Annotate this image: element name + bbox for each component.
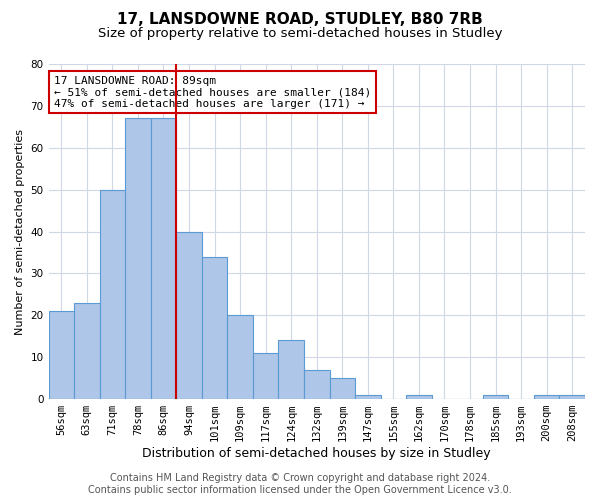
Bar	[253, 353, 278, 399]
Text: Contains HM Land Registry data © Crown copyright and database right 2024.
Contai: Contains HM Land Registry data © Crown c…	[88, 474, 512, 495]
Bar	[151, 118, 176, 399]
Text: 17 LANSDOWNE ROAD: 89sqm
← 51% of semi-detached houses are smaller (184)
47% of : 17 LANSDOWNE ROAD: 89sqm ← 51% of semi-d…	[54, 76, 371, 109]
Bar	[534, 395, 559, 399]
Bar	[483, 395, 508, 399]
Bar	[278, 340, 304, 399]
Text: 17, LANSDOWNE ROAD, STUDLEY, B80 7RB: 17, LANSDOWNE ROAD, STUDLEY, B80 7RB	[117, 12, 483, 28]
Bar	[74, 302, 100, 399]
Bar	[176, 232, 202, 399]
Bar	[49, 311, 74, 399]
Bar	[100, 190, 125, 399]
Y-axis label: Number of semi-detached properties: Number of semi-detached properties	[15, 128, 25, 334]
Bar	[406, 395, 432, 399]
Bar	[329, 378, 355, 399]
Bar	[125, 118, 151, 399]
X-axis label: Distribution of semi-detached houses by size in Studley: Distribution of semi-detached houses by …	[142, 447, 491, 460]
Bar	[355, 395, 380, 399]
Bar	[227, 316, 253, 399]
Bar	[202, 256, 227, 399]
Text: Size of property relative to semi-detached houses in Studley: Size of property relative to semi-detach…	[98, 28, 502, 40]
Bar	[559, 395, 585, 399]
Bar	[304, 370, 329, 399]
